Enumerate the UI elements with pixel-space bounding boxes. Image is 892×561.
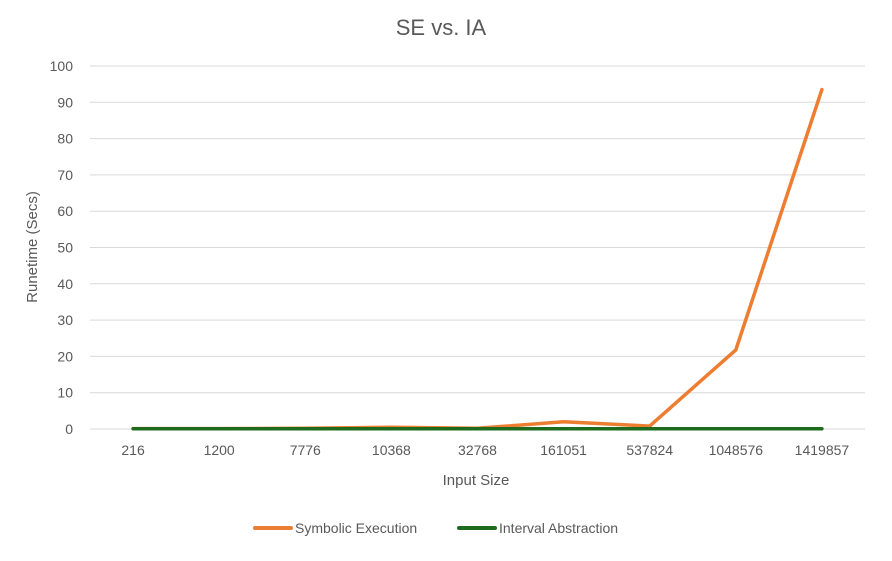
x-tick-label: 1200: [204, 442, 235, 458]
x-tick-label: 10368: [372, 442, 411, 458]
x-tick-label: 1419857: [795, 442, 850, 458]
y-tick-label: 100: [50, 58, 74, 74]
y-tick-label: 30: [57, 312, 73, 328]
y-tick-label: 60: [57, 203, 73, 219]
legend: Symbolic Execution Interval Abstraction: [253, 520, 618, 536]
y-tick-label: 0: [65, 421, 73, 437]
y-tick-label: 10: [57, 385, 73, 401]
y-tick-label: 90: [57, 94, 73, 110]
x-axis-label: Input Size: [443, 472, 510, 489]
x-tick-label: 1048576: [709, 442, 764, 458]
x-tick-label: 7776: [290, 442, 321, 458]
x-tick-label: 537824: [626, 442, 673, 458]
y-axis-label: Runetime (Secs): [24, 191, 41, 303]
legend-label-1: Symbolic Execution: [295, 520, 417, 536]
x-axis-ticks: 216 1200 7776 10368 32768 161051 537824 1048576…: [121, 442, 849, 458]
y-tick-label: 40: [57, 276, 73, 292]
series-lines: [131, 87, 824, 431]
x-tick-label: 161051: [540, 442, 587, 458]
y-tick-label: 50: [57, 240, 73, 256]
legend-label-2: Interval Abstraction: [499, 520, 618, 536]
series-line-1: [131, 87, 824, 431]
y-axis-ticks: 0 10 20 30 40 50 60 70 80 90 100: [50, 58, 74, 437]
y-tick-label: 20: [57, 348, 73, 364]
chart-title: SE vs. IA: [396, 15, 487, 40]
y-tick-label: 70: [57, 167, 73, 183]
y-tick-label: 80: [57, 131, 73, 147]
x-tick-label: 32768: [458, 442, 497, 458]
x-tick-label: 216: [121, 442, 145, 458]
gridlines: [90, 65, 865, 430]
